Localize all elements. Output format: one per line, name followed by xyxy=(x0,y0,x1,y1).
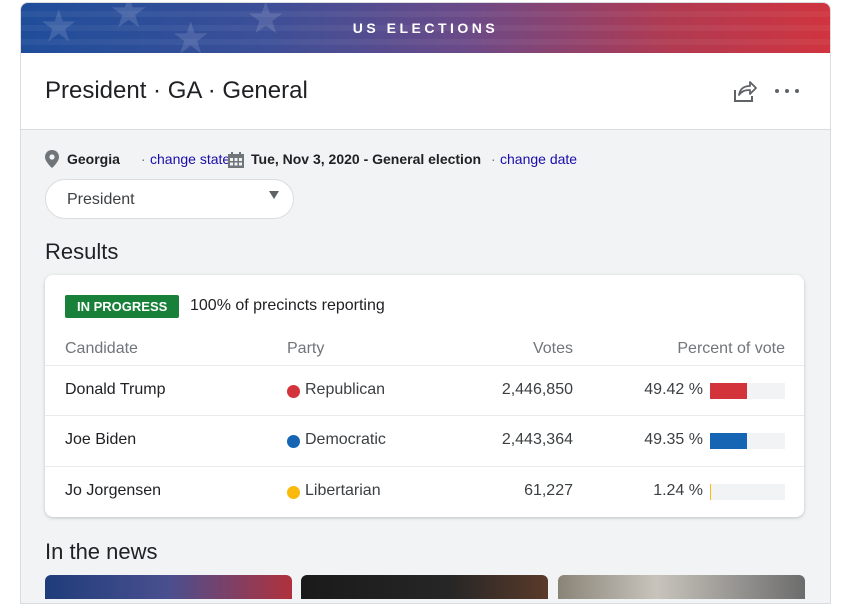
meta-separator: · xyxy=(491,151,496,167)
race-select-value: President xyxy=(67,191,135,208)
race-select[interactable]: President xyxy=(45,179,294,219)
share-icon xyxy=(734,81,757,102)
vote-share-bar xyxy=(710,484,785,500)
party-name: Democratic xyxy=(305,431,386,448)
status-badge: IN PROGRESS xyxy=(65,295,180,318)
news-story-thumbnail[interactable] xyxy=(301,575,548,599)
calendar-icon xyxy=(228,152,244,173)
table-row: Donald Trump Republican 2,446,850 49.42 … xyxy=(45,365,804,416)
vote-count: 61,227 xyxy=(524,482,573,499)
change-date-link[interactable]: change date xyxy=(500,151,578,167)
party-color-dot xyxy=(287,486,300,499)
news-story-thumbnail[interactable] xyxy=(558,575,805,599)
vote-share-bar-fill xyxy=(710,433,747,449)
results-table: IN PROGRESS 100% of precincts reporting … xyxy=(45,275,804,517)
candidate-name: Joe Biden xyxy=(65,431,137,448)
vote-count: 2,443,364 xyxy=(501,431,573,448)
star-decoration-icon: ★ xyxy=(246,3,286,43)
precincts-reporting: 100% of precincts reporting xyxy=(190,297,385,314)
party-color-dot xyxy=(287,435,300,448)
vote-share-bar-fill xyxy=(710,383,748,399)
election-card: ★ ★ ★ ★ US ELECTIONS President · GA · Ge… xyxy=(20,2,831,604)
change-state-link[interactable]: change state xyxy=(150,151,231,167)
column-header-party: Party xyxy=(287,340,325,357)
share-button[interactable] xyxy=(731,78,757,104)
vote-share-bar xyxy=(710,433,785,449)
news-heading: In the news xyxy=(45,539,158,564)
star-decoration-icon: ★ xyxy=(109,3,149,37)
banner-title: US ELECTIONS xyxy=(352,20,499,36)
news-story-thumbnail[interactable] xyxy=(45,575,292,599)
vote-count: 2,446,850 xyxy=(501,381,573,398)
column-header-candidate: Candidate xyxy=(65,340,138,357)
meta-separator: · xyxy=(141,151,146,167)
star-decoration-icon: ★ xyxy=(171,14,211,54)
state-name: Georgia xyxy=(67,151,120,167)
vote-percent: 49.42 % xyxy=(644,381,703,398)
triangle-down-icon xyxy=(269,191,279,199)
table-row: Jo Jorgensen Libertarian 61,227 1.24 % xyxy=(45,466,804,517)
more-options-button[interactable] xyxy=(773,79,801,103)
vote-percent: 49.35 % xyxy=(644,431,703,448)
candidate-name: Donald Trump xyxy=(65,381,166,398)
vote-share-bar xyxy=(710,383,785,399)
candidate-name: Jo Jorgensen xyxy=(65,482,162,499)
race-header: President · GA · General xyxy=(21,53,830,130)
party-name: Republican xyxy=(305,381,386,398)
column-header-votes: Votes xyxy=(532,340,573,357)
party-color-dot xyxy=(287,385,300,398)
page-title: President · GA · General xyxy=(45,77,308,104)
location-pin-icon xyxy=(45,150,59,173)
election-date: Tue, Nov 3, 2020 - General election xyxy=(251,151,482,167)
vote-percent: 1.24 % xyxy=(653,482,703,499)
results-heading: Results xyxy=(45,239,119,264)
column-header-percent: Percent of vote xyxy=(677,340,785,357)
table-row: Joe Biden Democratic 2,443,364 49.35 % xyxy=(45,415,804,466)
vote-share-bar-fill xyxy=(710,484,711,500)
star-decoration-icon: ★ xyxy=(39,3,79,51)
elections-banner: ★ ★ ★ ★ US ELECTIONS xyxy=(21,3,830,53)
party-name: Libertarian xyxy=(305,482,381,499)
